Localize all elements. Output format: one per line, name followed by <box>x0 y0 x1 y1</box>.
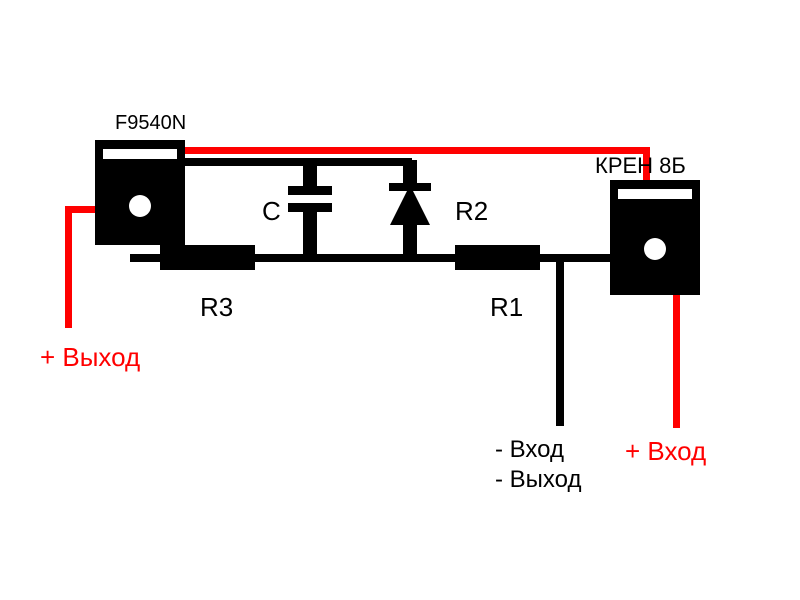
wire-red-top <box>130 147 650 154</box>
wire-red-in-vert <box>673 290 680 428</box>
label-out-minus: - Выход <box>495 466 581 494</box>
cap-plate-top <box>288 186 332 195</box>
r1-body <box>455 245 540 270</box>
ic-left-dot <box>129 195 151 217</box>
r2-lead-bottom <box>403 225 417 256</box>
wire-minus-drop <box>556 254 564 426</box>
label-c: C <box>262 196 281 227</box>
label-out-plus: + Выход <box>40 342 140 373</box>
ic-right-slot <box>618 189 692 199</box>
label-in-minus: - Вход <box>495 436 564 464</box>
r2-body <box>390 185 430 225</box>
ic-left-slot <box>103 149 177 159</box>
label-ic-left: F9540N <box>115 112 186 135</box>
r2-bar <box>389 183 431 191</box>
cap-plate-bottom <box>288 203 332 212</box>
cap-lead-top <box>303 160 317 186</box>
circuit-canvas: F9540N КРЕН 8Б C R2 R3 R1 + Выход + Вход… <box>0 0 800 600</box>
ic-right-dot <box>644 238 666 260</box>
wire-red-out-vert <box>65 206 72 328</box>
label-r2: R2 <box>455 196 488 227</box>
label-in-plus: + Вход <box>625 436 706 467</box>
r3-body <box>160 245 255 270</box>
label-ic-right: КРЕН 8Б <box>595 153 686 179</box>
cap-lead-bottom <box>303 212 317 256</box>
label-r3: R3 <box>200 292 233 323</box>
label-r1: R1 <box>490 292 523 323</box>
